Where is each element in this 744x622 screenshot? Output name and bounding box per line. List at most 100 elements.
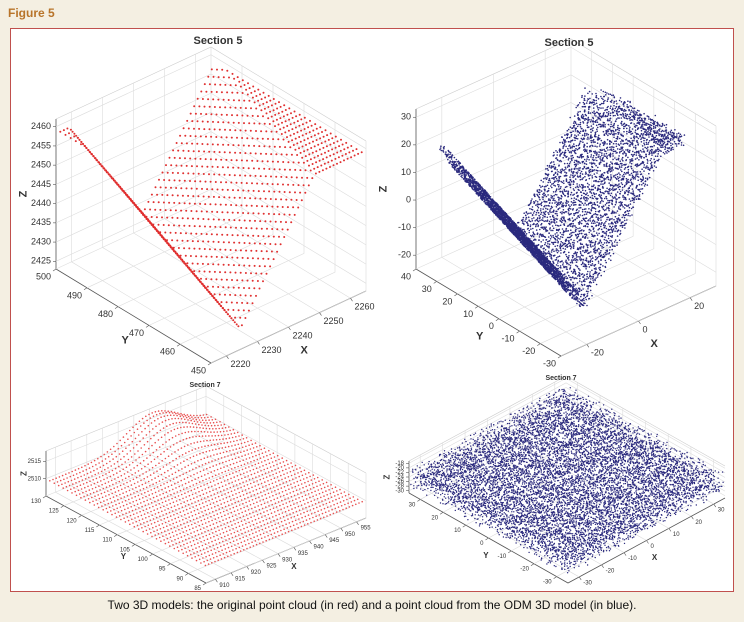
point <box>173 249 175 251</box>
point <box>572 284 574 286</box>
point <box>602 256 604 258</box>
point <box>281 122 283 124</box>
point <box>577 228 579 230</box>
point <box>218 174 220 176</box>
y-tick <box>208 363 211 365</box>
point <box>563 252 565 254</box>
point <box>581 246 583 248</box>
point <box>228 286 230 288</box>
point <box>597 257 599 259</box>
point <box>608 235 610 237</box>
point <box>579 278 581 280</box>
x-tick-label: 2250 <box>324 316 344 326</box>
point <box>303 150 305 152</box>
point <box>249 197 251 199</box>
point <box>538 212 540 214</box>
point <box>165 164 167 166</box>
point <box>279 146 281 148</box>
point <box>244 175 246 177</box>
point <box>575 277 577 279</box>
point <box>588 264 590 266</box>
point <box>614 225 616 227</box>
point <box>211 188 213 190</box>
point <box>109 174 111 176</box>
point <box>299 169 301 171</box>
z-tick-label: 30 <box>401 112 411 122</box>
point <box>440 145 442 147</box>
point <box>542 245 544 247</box>
point <box>522 234 524 236</box>
point <box>207 286 209 288</box>
point <box>524 220 526 222</box>
point <box>452 162 454 164</box>
y-tick-label: 470 <box>129 328 144 338</box>
point <box>248 122 250 124</box>
x-axis-label: X <box>651 338 659 350</box>
point <box>594 252 596 254</box>
point <box>173 202 175 204</box>
point <box>589 298 591 300</box>
point <box>545 249 547 251</box>
point <box>240 272 242 274</box>
point <box>191 143 193 145</box>
point <box>235 204 237 206</box>
point <box>609 240 611 242</box>
point <box>214 248 216 250</box>
point <box>249 87 251 89</box>
point <box>569 295 571 297</box>
point <box>212 263 214 265</box>
point <box>268 95 270 97</box>
point <box>305 133 307 135</box>
point <box>203 128 205 130</box>
point <box>239 174 241 176</box>
point <box>248 190 250 192</box>
point <box>556 257 558 259</box>
point <box>191 188 193 190</box>
point <box>219 106 221 108</box>
point <box>219 271 221 273</box>
point <box>593 223 595 225</box>
point <box>232 234 234 236</box>
point <box>221 234 223 236</box>
point <box>335 136 337 138</box>
point <box>192 240 194 242</box>
point <box>284 169 286 171</box>
point <box>573 240 575 242</box>
point <box>282 184 284 186</box>
point <box>487 194 489 196</box>
point <box>604 239 606 241</box>
point <box>607 240 609 242</box>
point <box>298 147 300 149</box>
point <box>215 136 217 138</box>
point <box>582 263 584 265</box>
point <box>557 234 559 236</box>
point <box>257 280 259 282</box>
point <box>180 187 182 189</box>
point <box>533 253 535 255</box>
point <box>602 244 604 246</box>
point <box>542 215 544 217</box>
point <box>255 272 257 274</box>
point <box>313 168 315 170</box>
point <box>589 282 591 284</box>
point <box>308 184 310 186</box>
point <box>268 213 270 215</box>
point <box>523 223 525 225</box>
y-tick <box>454 294 457 296</box>
point <box>223 241 225 243</box>
point <box>599 267 601 269</box>
point <box>600 259 602 261</box>
point <box>526 239 528 241</box>
point <box>585 233 587 235</box>
point <box>486 199 488 201</box>
point <box>605 260 607 262</box>
point <box>214 128 216 130</box>
point <box>563 234 565 236</box>
point <box>227 166 229 168</box>
point <box>563 223 565 225</box>
point <box>580 251 582 253</box>
point <box>224 294 226 296</box>
point <box>577 292 579 294</box>
point <box>574 297 576 299</box>
point <box>185 263 187 265</box>
